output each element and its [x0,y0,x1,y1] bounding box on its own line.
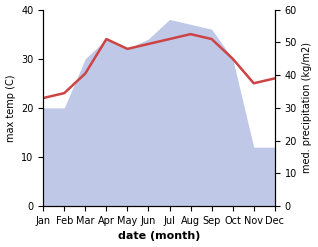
Y-axis label: max temp (C): max temp (C) [5,74,16,142]
Y-axis label: med. precipitation (kg/m2): med. precipitation (kg/m2) [302,42,313,173]
X-axis label: date (month): date (month) [118,231,200,242]
